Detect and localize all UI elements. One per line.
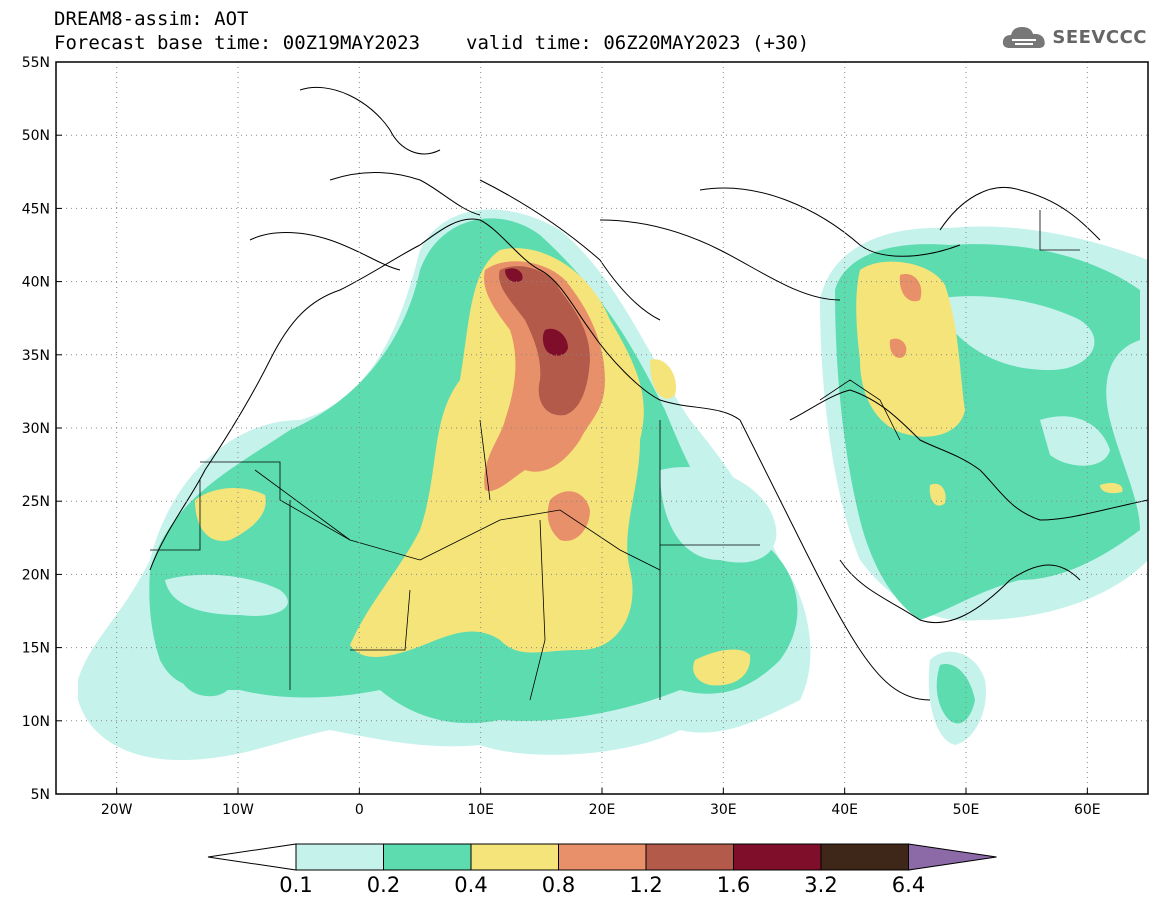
colorbar-box — [295, 843, 384, 871]
lon-tick-label: 20E — [589, 802, 616, 818]
base-time: Forecast base time: 00Z19MAY2023 — [54, 32, 421, 54]
valid-time: valid time: 06Z20MAY2023 (+30) — [466, 32, 810, 54]
colorbar-upper-arrow — [908, 843, 997, 871]
cloud-icon — [1003, 27, 1046, 48]
colorbar-box — [558, 843, 647, 871]
colorbar-box — [470, 843, 559, 871]
colorbar-level-label: 0.1 — [279, 873, 312, 897]
aot-level-1.6 — [505, 268, 568, 356]
lon-tick-label: 0 — [355, 802, 364, 818]
colorbar-level-label: 1.6 — [717, 873, 750, 897]
logo-text: SEEVCCC — [1052, 26, 1147, 48]
country-borders — [150, 210, 1080, 701]
lat-tick-label: 25N — [22, 494, 50, 510]
gridlines — [56, 62, 1148, 794]
lat-tick-label: 15N — [22, 641, 50, 657]
colorbar-box — [820, 843, 909, 871]
lon-tick-label: 10W — [222, 802, 254, 818]
lat-tick-label: 35N — [22, 348, 50, 364]
coastlines — [149, 86, 1148, 701]
lon-tick-label: 60E — [1074, 802, 1101, 818]
lat-tick-label: 55N — [22, 55, 50, 71]
seevccc-logo: SEEVCCC — [1000, 22, 1147, 52]
lat-tick-label: 45N — [22, 201, 50, 217]
lat-tick-label: 5N — [31, 787, 50, 803]
longitude-labels: 20W 10W 0 10E 20E 30E 40E 50E 60E — [101, 788, 1101, 818]
aot-field — [78, 209, 1148, 760]
colorbar-level-label: 0.2 — [367, 873, 400, 897]
lon-tick-label: 30E — [710, 802, 737, 818]
colorbar-box — [383, 843, 472, 871]
lon-tick-label: 10E — [467, 802, 494, 818]
colorbar-box — [733, 843, 822, 871]
lat-tick-label: 50N — [22, 128, 50, 144]
lat-tick-label: 30N — [22, 421, 50, 437]
colorbar-box — [645, 843, 734, 871]
colorbar-level-label: 6.4 — [892, 873, 925, 897]
aot-holes — [165, 296, 1110, 616]
map-title: DREAM8-assim: AOT — [54, 8, 249, 30]
time-info: Forecast base time: 00Z19MAY2023 valid ti… — [54, 32, 809, 54]
lon-tick-label: 40E — [831, 802, 858, 818]
lon-tick-label: 20W — [101, 802, 133, 818]
colorbar: 0.1 0.2 0.4 0.8 1.2 1.6 3.2 6.4 — [207, 843, 997, 897]
lat-tick-label: 20N — [22, 567, 50, 583]
colorbar-level-label: 1.2 — [629, 873, 662, 897]
colorbar-lower-arrow — [207, 843, 297, 871]
lat-tick-label: 40N — [22, 275, 50, 291]
lat-tick-label: 10N — [22, 714, 50, 730]
colorbar-level-label: 3.2 — [804, 873, 837, 897]
lon-tick-label: 50E — [953, 802, 980, 818]
colorbar-level-label: 0.8 — [542, 873, 575, 897]
colorbar-level-label: 0.4 — [454, 873, 487, 897]
latitude-labels: 55N 50N 45N 40N 35N 30N 25N 20N 15N 10N 5N — [22, 55, 62, 803]
